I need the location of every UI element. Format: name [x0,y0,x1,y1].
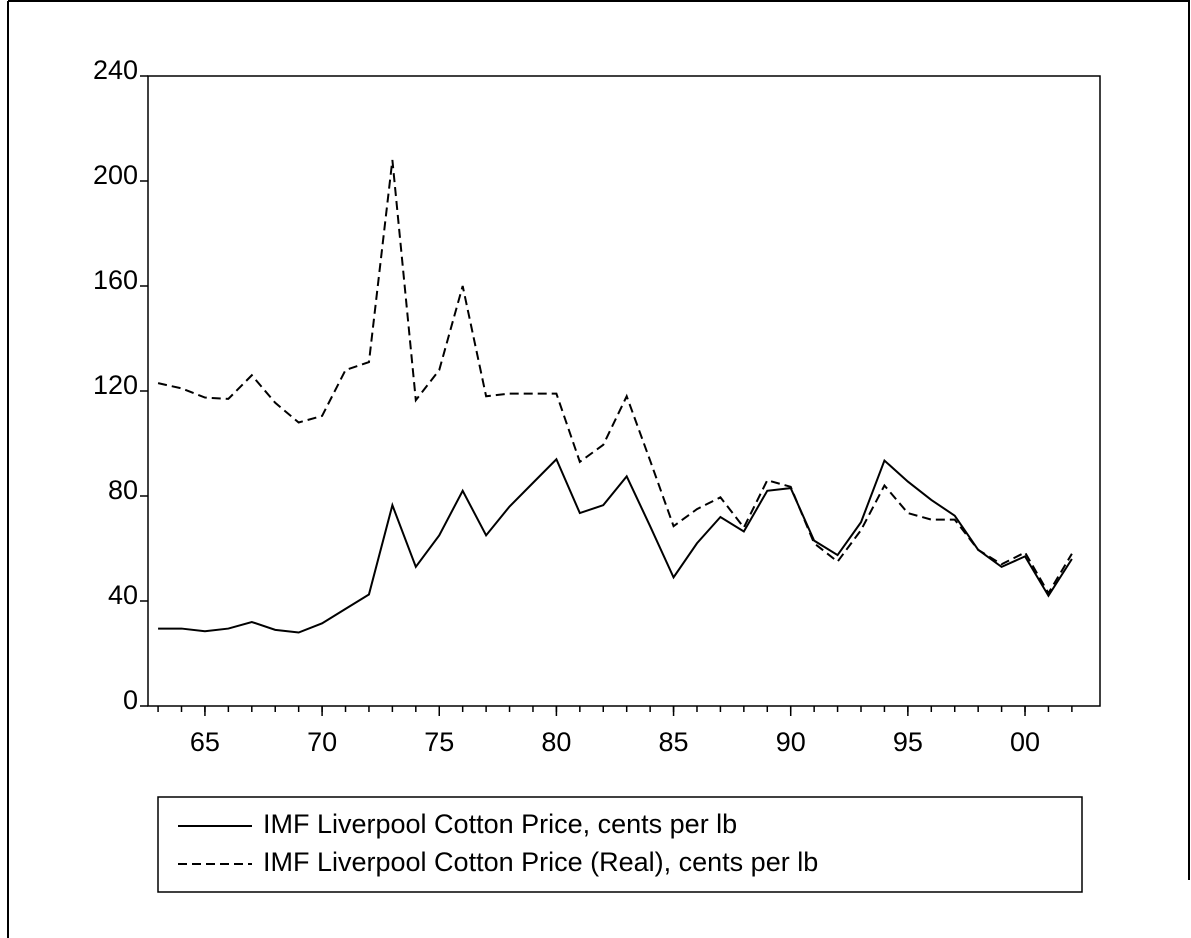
y-tick-label: 240 [93,55,138,85]
x-tick-label: 00 [1010,727,1040,757]
legend-label: IMF Liverpool Cotton Price (Real), cents… [263,847,818,877]
x-tick-label: 75 [424,727,454,757]
y-tick-label: 80 [108,475,138,505]
x-tick-label: 85 [659,727,689,757]
series-line [157,159,1073,596]
y-tick-label: 120 [93,370,138,400]
y-tick-label: 200 [93,160,138,190]
y-tick-label: 40 [108,580,138,610]
y-tick-label: 0 [123,685,138,715]
x-tick-label: 65 [190,727,220,757]
y-tick-label: 160 [93,265,138,295]
series-line [158,457,1073,634]
legend-box [157,796,1083,893]
x-tick-label: 70 [307,727,337,757]
x-tick-label: 90 [776,727,806,757]
x-tick-label: 95 [893,727,923,757]
plot-area [147,75,1101,707]
x-tick-label: 80 [541,727,571,757]
legend-label: IMF Liverpool Cotton Price, cents per lb [263,809,737,839]
